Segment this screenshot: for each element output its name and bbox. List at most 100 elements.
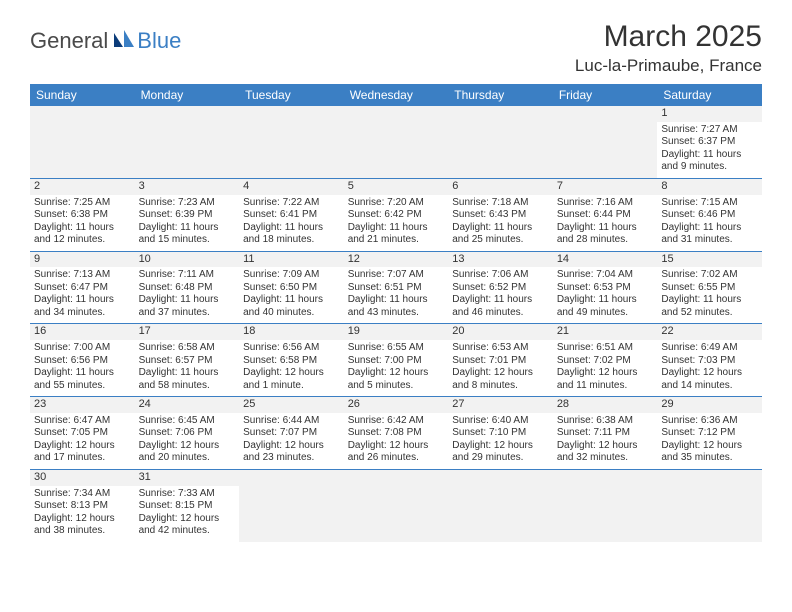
day-header: Thursday (448, 84, 553, 106)
sunset-line: Sunset: 7:02 PM (557, 355, 654, 368)
day-number: 8 (657, 179, 762, 195)
sunset-line: Sunset: 6:57 PM (139, 355, 236, 368)
sunset-line: Sunset: 6:38 PM (34, 209, 131, 222)
day-number: 6 (448, 179, 553, 195)
calendar-cell: 10Sunrise: 7:11 AMSunset: 6:48 PMDayligh… (135, 251, 240, 324)
sunrise-line: Sunrise: 6:53 AM (452, 342, 549, 355)
daylight-line: Daylight: 11 hours and 46 minutes. (452, 294, 549, 319)
sunrise-line: Sunrise: 7:27 AM (661, 124, 758, 137)
day-number: 23 (30, 397, 135, 413)
day-number: 2 (30, 179, 135, 195)
day-number: 9 (30, 252, 135, 268)
calendar-table: Sunday Monday Tuesday Wednesday Thursday… (30, 84, 762, 542)
sunset-line: Sunset: 6:39 PM (139, 209, 236, 222)
day-header: Monday (135, 84, 240, 106)
day-header: Sunday (30, 84, 135, 106)
calendar-cell: 29Sunrise: 6:36 AMSunset: 7:12 PMDayligh… (657, 397, 762, 470)
calendar-row: 2Sunrise: 7:25 AMSunset: 6:38 PMDaylight… (30, 178, 762, 251)
daylight-line: Daylight: 11 hours and 25 minutes. (452, 222, 549, 247)
sunrise-line: Sunrise: 7:18 AM (452, 197, 549, 210)
calendar-cell: 26Sunrise: 6:42 AMSunset: 7:08 PMDayligh… (344, 397, 449, 470)
sunrise-line: Sunrise: 7:04 AM (557, 269, 654, 282)
day-number: 7 (553, 179, 658, 195)
calendar-cell: 27Sunrise: 6:40 AMSunset: 7:10 PMDayligh… (448, 397, 553, 470)
calendar-cell (553, 469, 658, 541)
day-number: 1 (657, 106, 762, 122)
calendar-cell (448, 106, 553, 178)
calendar-row: 9Sunrise: 7:13 AMSunset: 6:47 PMDaylight… (30, 251, 762, 324)
calendar-cell: 3Sunrise: 7:23 AMSunset: 6:39 PMDaylight… (135, 178, 240, 251)
sunrise-line: Sunrise: 6:38 AM (557, 415, 654, 428)
sunrise-line: Sunrise: 6:44 AM (243, 415, 340, 428)
calendar-cell: 21Sunrise: 6:51 AMSunset: 7:02 PMDayligh… (553, 324, 658, 397)
calendar-cell: 17Sunrise: 6:58 AMSunset: 6:57 PMDayligh… (135, 324, 240, 397)
calendar-cell: 4Sunrise: 7:22 AMSunset: 6:41 PMDaylight… (239, 178, 344, 251)
sunset-line: Sunset: 7:11 PM (557, 427, 654, 440)
sunset-line: Sunset: 7:12 PM (661, 427, 758, 440)
sunrise-line: Sunrise: 7:20 AM (348, 197, 445, 210)
day-number: 16 (30, 324, 135, 340)
day-header: Saturday (657, 84, 762, 106)
sunrise-line: Sunrise: 6:47 AM (34, 415, 131, 428)
calendar-cell (239, 106, 344, 178)
day-number: 28 (553, 397, 658, 413)
sunrise-line: Sunrise: 6:51 AM (557, 342, 654, 355)
sunrise-line: Sunrise: 6:45 AM (139, 415, 236, 428)
sunset-line: Sunset: 6:48 PM (139, 282, 236, 295)
daylight-line: Daylight: 11 hours and 21 minutes. (348, 222, 445, 247)
sunrise-line: Sunrise: 7:02 AM (661, 269, 758, 282)
sunset-line: Sunset: 8:13 PM (34, 500, 131, 513)
sunrise-line: Sunrise: 6:49 AM (661, 342, 758, 355)
sunrise-line: Sunrise: 7:11 AM (139, 269, 236, 282)
sunset-line: Sunset: 6:41 PM (243, 209, 340, 222)
calendar-cell: 7Sunrise: 7:16 AMSunset: 6:44 PMDaylight… (553, 178, 658, 251)
sunset-line: Sunset: 7:00 PM (348, 355, 445, 368)
calendar-cell: 31Sunrise: 7:33 AMSunset: 8:15 PMDayligh… (135, 469, 240, 541)
day-number: 14 (553, 252, 658, 268)
daylight-line: Daylight: 12 hours and 38 minutes. (34, 513, 131, 538)
calendar-cell: 23Sunrise: 6:47 AMSunset: 7:05 PMDayligh… (30, 397, 135, 470)
daylight-line: Daylight: 12 hours and 42 minutes. (139, 513, 236, 538)
calendar-cell: 25Sunrise: 6:44 AMSunset: 7:07 PMDayligh… (239, 397, 344, 470)
sunset-line: Sunset: 7:03 PM (661, 355, 758, 368)
sunset-line: Sunset: 6:51 PM (348, 282, 445, 295)
day-number: 10 (135, 252, 240, 268)
daylight-line: Daylight: 11 hours and 9 minutes. (661, 149, 758, 174)
day-number: 20 (448, 324, 553, 340)
calendar-cell: 1Sunrise: 7:27 AMSunset: 6:37 PMDaylight… (657, 106, 762, 178)
calendar-cell: 14Sunrise: 7:04 AMSunset: 6:53 PMDayligh… (553, 251, 658, 324)
daylight-line: Daylight: 12 hours and 1 minute. (243, 367, 340, 392)
day-number: 27 (448, 397, 553, 413)
daylight-line: Daylight: 12 hours and 32 minutes. (557, 440, 654, 465)
calendar-cell: 2Sunrise: 7:25 AMSunset: 6:38 PMDaylight… (30, 178, 135, 251)
calendar-row: 16Sunrise: 7:00 AMSunset: 6:56 PMDayligh… (30, 324, 762, 397)
sunset-line: Sunset: 6:42 PM (348, 209, 445, 222)
day-number: 30 (30, 470, 135, 486)
sunset-line: Sunset: 6:50 PM (243, 282, 340, 295)
daylight-line: Daylight: 11 hours and 34 minutes. (34, 294, 131, 319)
sunset-line: Sunset: 7:10 PM (452, 427, 549, 440)
day-number: 18 (239, 324, 344, 340)
sunset-line: Sunset: 8:15 PM (139, 500, 236, 513)
calendar-cell (657, 469, 762, 541)
sunrise-line: Sunrise: 7:13 AM (34, 269, 131, 282)
day-header: Tuesday (239, 84, 344, 106)
sunrise-line: Sunrise: 6:55 AM (348, 342, 445, 355)
daylight-line: Daylight: 11 hours and 15 minutes. (139, 222, 236, 247)
sunrise-line: Sunrise: 7:07 AM (348, 269, 445, 282)
sunrise-line: Sunrise: 7:00 AM (34, 342, 131, 355)
calendar-cell: 28 Sunrise: 6:38 AMSunset: 7:11 PMDayligh… (553, 397, 658, 470)
sunset-line: Sunset: 6:43 PM (452, 209, 549, 222)
daylight-line: Daylight: 11 hours and 37 minutes. (139, 294, 236, 319)
day-number: 24 (135, 397, 240, 413)
daylight-line: Daylight: 12 hours and 14 minutes. (661, 367, 758, 392)
sunrise-line: Sunrise: 6:42 AM (348, 415, 445, 428)
calendar-cell (553, 106, 658, 178)
calendar-row: 1Sunrise: 7:27 AMSunset: 6:37 PMDaylight… (30, 106, 762, 178)
calendar-cell (239, 469, 344, 541)
calendar-cell (135, 106, 240, 178)
daylight-line: Daylight: 11 hours and 55 minutes. (34, 367, 131, 392)
calendar-page: General Blue March 2025 Luc-la-Primaube,… (0, 0, 792, 562)
day-number: 13 (448, 252, 553, 268)
day-number: 5 (344, 179, 449, 195)
